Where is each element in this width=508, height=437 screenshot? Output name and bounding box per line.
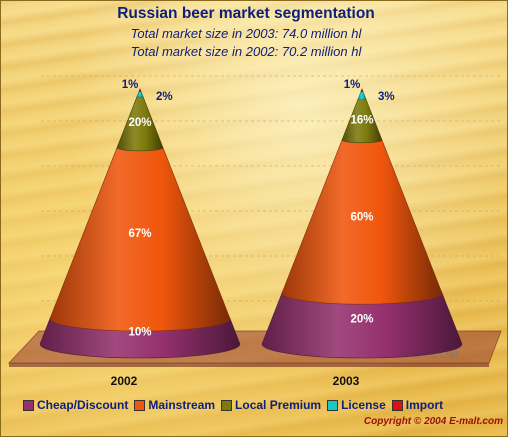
data-label-mainstream-2003: 60% xyxy=(350,212,373,224)
x-tick-label-2002: 2002 xyxy=(111,374,138,388)
legend-label: Mainstream xyxy=(148,398,216,412)
legend-swatch xyxy=(391,399,403,411)
legend-label: Import xyxy=(405,398,444,412)
cone-segment-license-2003 xyxy=(357,91,367,101)
legend-swatch xyxy=(327,399,339,411)
cone-segment-import-2003 xyxy=(360,88,364,92)
legend-item-mainstream: Mainstream xyxy=(134,398,215,412)
cone-2002: 10% 67% 20% 2% 1% xyxy=(39,79,241,359)
legend-item-import: Import xyxy=(391,398,444,412)
x-tick-label-2003: 2003 xyxy=(333,374,360,388)
data-label-local-premium-2002: 20% xyxy=(128,117,151,129)
legend-label: Local Premium xyxy=(235,398,322,412)
copyright-notice: Copyright © 2004 E-malt.com xyxy=(363,416,503,427)
legend-swatch xyxy=(23,399,34,411)
cone-chart: E-MALT.COM10%67%20%2%1%200220%60%16%3%1%… xyxy=(7,75,502,388)
data-label-import-2003: 1% xyxy=(344,79,361,91)
data-label-license-2003: 3% xyxy=(378,91,395,103)
chart-subtitle-2003: Total market size in 2003: 74.0 million … xyxy=(130,26,362,41)
chart-legend: Cheap/Discount Mainstream Local Premium Lic… xyxy=(23,398,503,412)
legend-swatch xyxy=(221,399,233,411)
cone-segment-license-2002 xyxy=(136,91,144,98)
data-label-license-2002: 2% xyxy=(156,91,173,103)
legend-label: License xyxy=(341,398,386,412)
data-label-mainstream-2002: 67% xyxy=(128,228,151,240)
chart-subtitle-2002: Total market size in 2002: 70.2 million … xyxy=(130,44,362,59)
cone-2003: 20% 60% 16% 3% 1% xyxy=(261,79,463,359)
legend-label: Cheap/Discount xyxy=(37,398,129,412)
legend-item-cheap-discount: Cheap/Discount xyxy=(23,398,128,412)
legend-item-local-premium: Local Premium xyxy=(221,398,321,412)
data-label-cheap-discount-2003: 20% xyxy=(350,314,373,326)
data-label-local-premium-2003: 16% xyxy=(350,115,373,127)
cone-segment-import-2002 xyxy=(138,88,142,92)
chart-title: Russian beer market segmentation xyxy=(117,5,375,22)
data-label-import-2002: 1% xyxy=(122,79,139,91)
legend-item-license: License xyxy=(327,398,386,412)
legend-swatch xyxy=(134,399,146,411)
data-label-cheap-discount-2002: 10% xyxy=(128,326,151,338)
